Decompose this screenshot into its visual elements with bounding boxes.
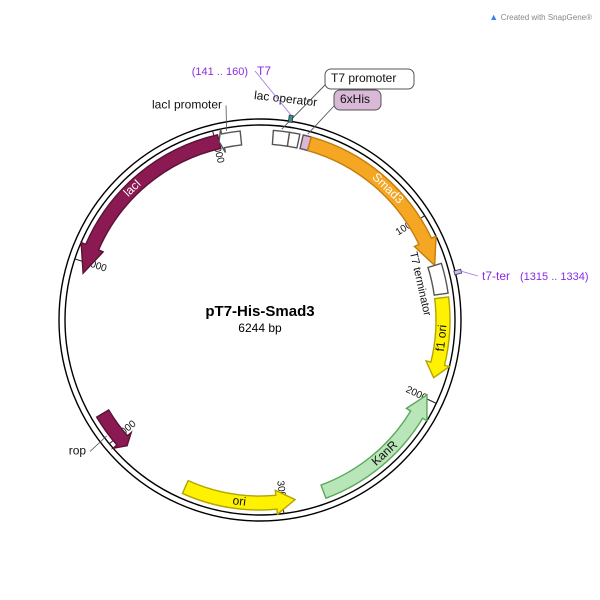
backbone-inner xyxy=(65,125,455,515)
feature-label-lac-operator: lac operator xyxy=(253,88,318,109)
watermark: ▲ Created with SnapGene® xyxy=(489,12,592,22)
primer-leader-t7-ter-primer xyxy=(461,271,478,276)
primer-name-t7-ter-primer: t7-ter xyxy=(482,269,510,283)
primer-range-t7-primer: (141 .. 160) xyxy=(192,66,248,78)
plasmid-size: 6244 bp xyxy=(238,321,282,335)
plasmid-name: pT7-His-Smad3 xyxy=(205,303,314,320)
feature-t7-promoter xyxy=(272,130,289,146)
feature-kanr xyxy=(321,395,427,498)
primer-name-t7-primer: T7 xyxy=(257,64,271,78)
feature-smad3 xyxy=(308,137,436,265)
primer-range-t7-ter-primer: (1315 .. 1334) xyxy=(520,271,589,283)
feature-lacI xyxy=(81,135,221,273)
backbone-outer xyxy=(59,119,461,521)
feature-label-f1-ori: f1 ori xyxy=(433,324,450,352)
feature-label-t7-promoter: T7 promoter xyxy=(331,71,396,85)
feature-label-lacI-promoter: lacI promoter xyxy=(152,98,222,112)
feature-label-smad3: Smad3 xyxy=(370,170,407,207)
feature-label-rop: rop xyxy=(69,444,87,458)
leader-lacI-promoter xyxy=(226,105,227,131)
feature-label-ori: ori xyxy=(232,493,247,508)
leader-six-his xyxy=(308,106,334,134)
primer-t7-primer xyxy=(288,115,293,123)
feature-label-six-his: 6xHis xyxy=(340,92,370,106)
plasmid-map: 100020003000400050006000lac operatorT7 p… xyxy=(0,0,600,600)
feature-t7-terminator xyxy=(428,263,448,295)
leader-rop xyxy=(90,436,107,452)
